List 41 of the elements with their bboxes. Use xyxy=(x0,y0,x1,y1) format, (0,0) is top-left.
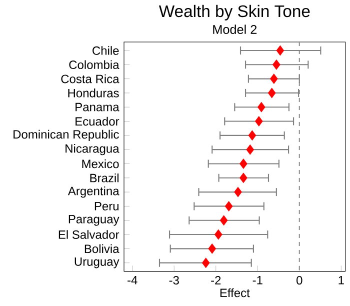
y-tick-label: Paraguay xyxy=(68,214,120,226)
point xyxy=(246,144,254,155)
y-tick-label: El Salvador xyxy=(58,230,120,239)
point xyxy=(220,215,228,226)
point xyxy=(234,186,242,198)
y-tick-label: Panama xyxy=(76,102,120,112)
x-tick-label: 1 xyxy=(338,276,344,284)
x-tick-label: -3 xyxy=(169,276,179,285)
point xyxy=(224,201,233,212)
chart-subtitle: Model 2 xyxy=(213,24,257,34)
point xyxy=(240,172,248,183)
point xyxy=(276,45,284,56)
y-tick-label: Colombia xyxy=(69,60,120,70)
point xyxy=(240,158,248,169)
x-axis-title: Effect xyxy=(220,288,250,298)
y-tick-label: Mexico xyxy=(82,159,119,168)
y-tick-label: Peru xyxy=(94,202,118,210)
x-tick-label: -2 xyxy=(211,276,221,284)
point xyxy=(268,88,276,98)
y-tick-label: Nicaragua xyxy=(66,144,120,156)
point xyxy=(258,102,266,112)
y-tick-label: Honduras xyxy=(68,88,119,98)
chart-title: Wealth by Skin Tone xyxy=(158,4,310,20)
y-tick-label: Costa Rica xyxy=(61,74,120,84)
y-tick-label: Dominican Republic xyxy=(14,130,119,142)
point xyxy=(270,74,278,84)
y-tick-label: Ecuador xyxy=(76,116,120,126)
y-tick-label: Brazil xyxy=(90,173,118,182)
point xyxy=(202,258,210,268)
point xyxy=(255,116,263,126)
x-tick-label: -4 xyxy=(128,276,138,284)
y-tick-label: Uruguay xyxy=(74,257,120,268)
y-tick-label: Chile xyxy=(92,46,119,55)
point xyxy=(208,244,216,254)
x-tick-label: -1 xyxy=(252,276,262,284)
y-tick-label: Bolivia xyxy=(84,244,120,254)
x-tick-label: 0 xyxy=(296,276,302,285)
point xyxy=(248,130,256,140)
point xyxy=(272,60,280,70)
point xyxy=(214,229,222,240)
y-tick-label: Argentina xyxy=(68,186,120,198)
